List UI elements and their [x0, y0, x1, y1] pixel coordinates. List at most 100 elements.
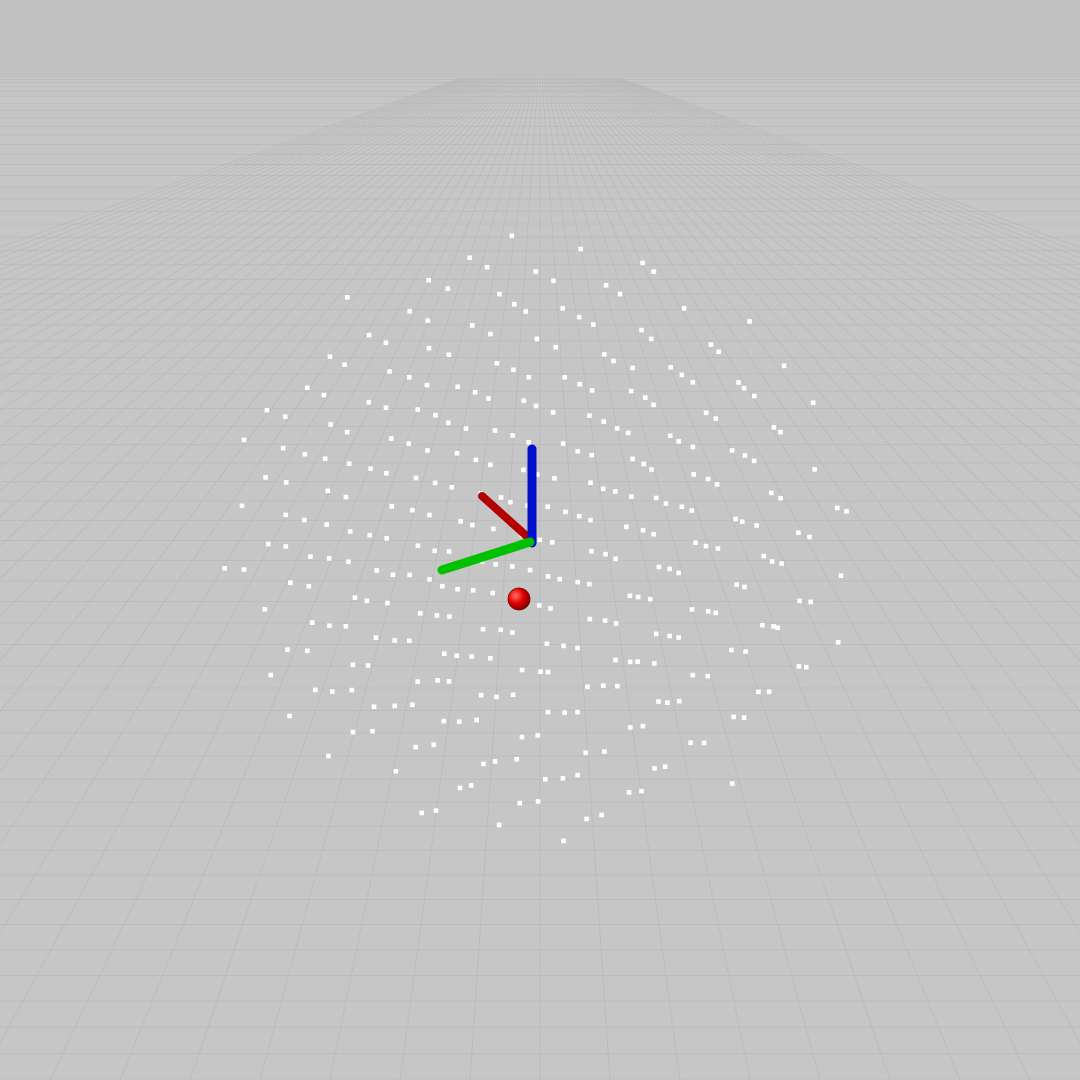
point-marker [510, 564, 515, 569]
point-marker [497, 291, 502, 297]
point-marker [562, 375, 567, 380]
point-marker [535, 799, 541, 804]
point-marker [705, 609, 711, 614]
point-marker [613, 657, 618, 663]
point-marker [440, 583, 445, 589]
point-marker [473, 457, 479, 463]
point-marker [615, 683, 620, 689]
point-marker [288, 580, 293, 585]
point-marker [321, 392, 327, 398]
point-marker [667, 433, 673, 438]
point-marker [613, 556, 618, 562]
point-marker [734, 582, 739, 587]
point-marker [410, 507, 415, 513]
point-marker [449, 485, 455, 490]
point-marker [752, 393, 757, 399]
point-marker [713, 610, 719, 616]
grid-line [617, 77, 1080, 253]
point-marker [519, 734, 525, 740]
point-marker [648, 336, 654, 342]
point-marker [324, 522, 329, 527]
point-marker [742, 453, 748, 458]
point-marker [690, 672, 696, 678]
point-marker [575, 709, 580, 715]
point-marker [576, 314, 582, 320]
point-marker [557, 576, 562, 582]
grid-line [569, 77, 1080, 580]
point-marker [512, 301, 517, 307]
point-marker [484, 264, 490, 270]
point-marker [761, 553, 767, 559]
grid-line [549, 77, 891, 1080]
point-marker [364, 598, 370, 604]
point-marker [602, 352, 607, 357]
point-marker [691, 472, 696, 477]
point-marker [385, 600, 390, 606]
point-marker [285, 647, 290, 652]
point-marker [427, 577, 432, 582]
point-marker [812, 467, 817, 472]
point-marker [407, 375, 412, 380]
point-marker [703, 543, 709, 549]
point-marker [835, 505, 840, 511]
point-marker [769, 490, 774, 496]
point-marker [667, 566, 672, 572]
point-marker [781, 363, 787, 369]
point-marker [447, 614, 452, 619]
point-marker [679, 372, 685, 378]
point-marker [241, 437, 247, 443]
point-marker [367, 532, 372, 538]
point-marker [526, 439, 531, 445]
point-marker [591, 322, 596, 327]
point-marker [640, 723, 646, 729]
point-marker [690, 444, 696, 450]
point-marker [305, 648, 310, 654]
point-marker [647, 596, 653, 602]
point-marker [347, 529, 353, 534]
point-marker [343, 624, 349, 629]
point-marker [521, 398, 527, 403]
point-marker [653, 495, 659, 501]
grid-line [601, 77, 1080, 306]
grid-line [0, 77, 491, 368]
point-marker [280, 445, 286, 451]
grid-line [0, 77, 523, 934]
point-marker [643, 395, 648, 400]
point-marker [654, 631, 659, 637]
point-marker [406, 441, 411, 446]
point-marker [611, 358, 616, 364]
point-marker [705, 476, 711, 482]
point-marker [472, 390, 478, 395]
point-marker [268, 672, 274, 678]
grid-line [0, 77, 471, 277]
point-marker [583, 750, 588, 756]
sphere-marker-icon[interactable] [507, 587, 531, 611]
point-marker [715, 546, 721, 551]
point-marker [352, 595, 358, 600]
point-marker [560, 776, 566, 781]
point-marker [601, 683, 606, 688]
point-marker [282, 414, 288, 419]
grid-line [0, 77, 473, 283]
point-marker [587, 616, 593, 622]
point-marker [415, 407, 420, 412]
axes-triad-icon [437, 444, 537, 575]
grid-line [0, 77, 469, 270]
point-marker [545, 574, 551, 579]
point-marker [603, 551, 608, 557]
point-marker [545, 504, 550, 509]
point-marker [628, 388, 634, 394]
point-marker [599, 812, 604, 818]
point-marker [488, 656, 493, 661]
point-marker [309, 620, 315, 625]
point-marker [342, 362, 347, 367]
point-marker [779, 561, 784, 566]
grid-line [589, 77, 1080, 368]
point-marker [366, 399, 372, 405]
point-marker [775, 625, 780, 631]
point-marker [442, 651, 447, 656]
grid-line [0, 77, 467, 264]
point-marker [561, 643, 566, 649]
